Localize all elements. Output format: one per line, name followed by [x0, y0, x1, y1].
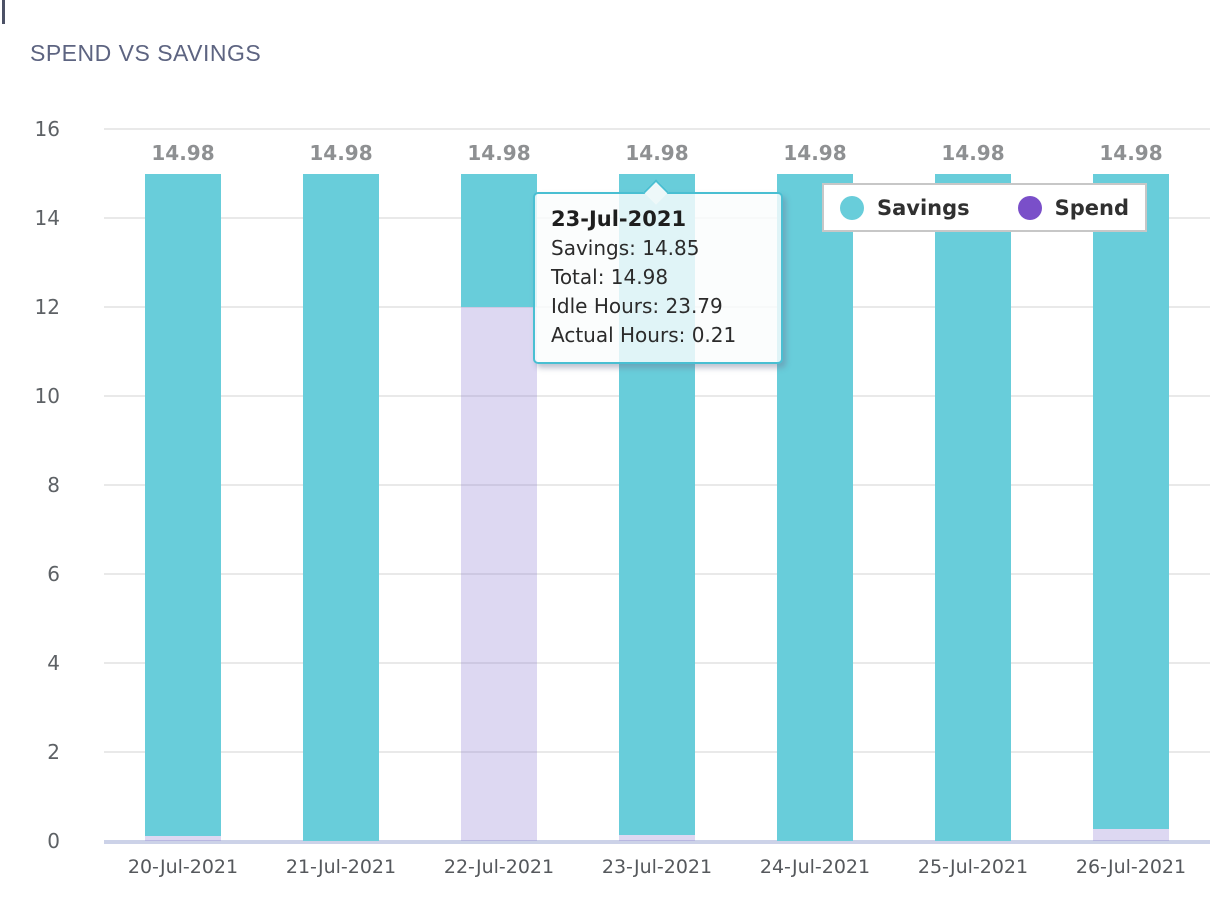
bar-segment-savings[interactable]: [935, 174, 1011, 841]
x-axis-label: 26-Jul-2021: [1075, 856, 1187, 878]
tooltip-line-total: Total: 14.98: [551, 265, 669, 289]
bar-segment-spend[interactable]: [461, 307, 537, 841]
chart-title: SPEND VS SAVINGS: [30, 40, 262, 66]
bar-segment-spend[interactable]: [619, 835, 695, 841]
y-axis-label: 4: [47, 651, 60, 675]
tooltip-title: 23-Jul-2021: [551, 207, 687, 231]
bar-total-label: 14.98: [151, 141, 215, 166]
bar-total-label: 14.98: [783, 141, 847, 166]
y-axis-label: 0: [47, 829, 60, 853]
y-axis-label: 14: [34, 206, 60, 230]
tooltip-line-idle-hours: Idle Hours: 23.79: [551, 294, 723, 318]
bar-total-label: 14.98: [467, 141, 531, 166]
x-axis-label: 23-Jul-2021: [601, 856, 713, 878]
y-axis-label: 10: [34, 384, 60, 408]
y-axis-label: 6: [47, 562, 60, 586]
bar-segment-savings[interactable]: [1093, 174, 1169, 829]
bar-segment-savings[interactable]: [777, 174, 853, 841]
legend-label-spend: Spend: [1054, 195, 1129, 220]
bar-total-label: 14.98: [1099, 141, 1163, 166]
tooltip-line-savings: Savings: 14.85: [551, 236, 700, 260]
legend-label-savings: Savings: [877, 195, 970, 220]
bar-total-label: 14.98: [309, 141, 373, 166]
bar-segment-spend[interactable]: [1093, 828, 1169, 841]
y-axis-label: 8: [47, 473, 60, 497]
gridline: [104, 128, 1210, 130]
x-axis-label: 24-Jul-2021: [759, 856, 871, 878]
y-axis-label: 12: [34, 295, 60, 319]
bar-total-label: 14.98: [625, 141, 689, 166]
legend-item-spend[interactable]: Spend: [1017, 195, 1129, 220]
x-axis-label: 21-Jul-2021: [285, 856, 397, 878]
bar-segment-savings[interactable]: [461, 174, 537, 307]
x-axis-baseline: [104, 840, 1210, 844]
bar-segment-savings[interactable]: [303, 174, 379, 841]
legend-item-savings[interactable]: Savings: [840, 195, 970, 220]
chart-tooltip: 23-Jul-2021 Savings: 14.85 Total: 14.98 …: [533, 179, 783, 364]
y-axis-label: 16: [34, 117, 60, 141]
x-axis-label: 20-Jul-2021: [127, 856, 239, 878]
x-axis-label: 25-Jul-2021: [917, 856, 1029, 878]
panel-edge: [2, 0, 5, 24]
bar-total-label: 14.98: [941, 141, 1005, 166]
x-axis-label: 22-Jul-2021: [443, 856, 555, 878]
spend-swatch-icon: [1017, 195, 1042, 220]
chart-legend: Savings Spend: [822, 183, 1147, 232]
bar-segment-savings[interactable]: [145, 174, 221, 836]
bar-segment-spend[interactable]: [145, 835, 221, 841]
tooltip-line-actual-hours: Actual Hours: 0.21: [551, 323, 737, 347]
savings-swatch-icon: [840, 195, 864, 220]
y-axis-label: 2: [47, 740, 60, 764]
